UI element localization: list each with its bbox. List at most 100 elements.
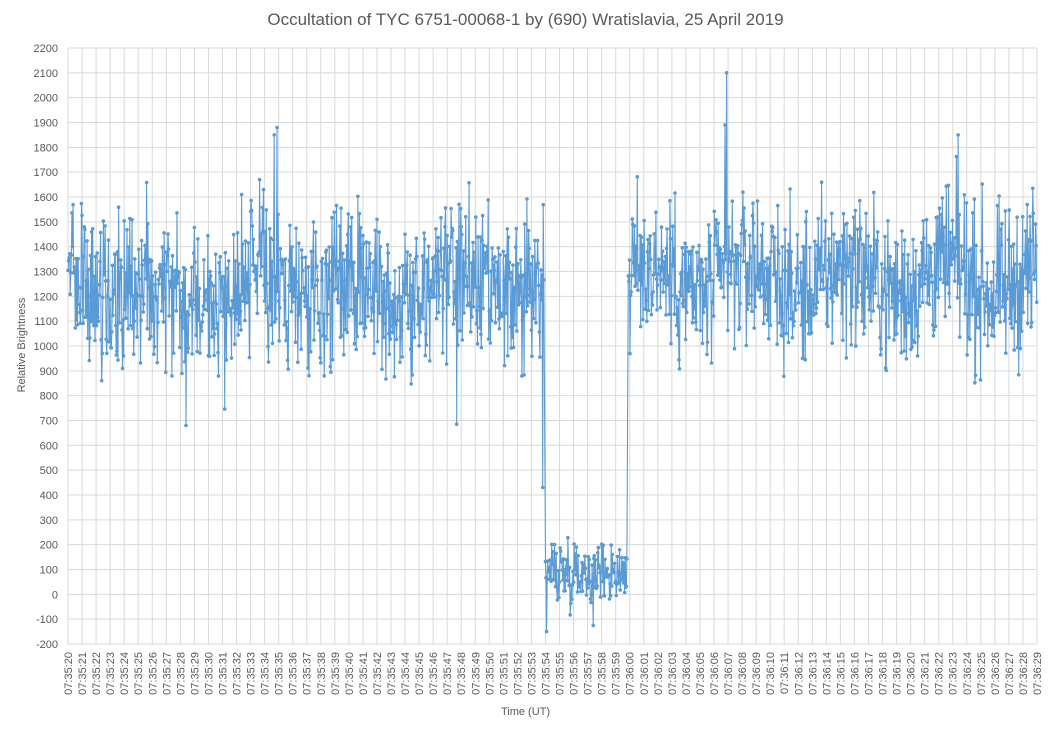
data-point xyxy=(439,268,444,273)
data-point xyxy=(783,268,788,273)
data-point xyxy=(365,292,370,297)
data-point xyxy=(886,278,891,282)
data-point xyxy=(646,308,651,313)
data-point xyxy=(681,304,686,309)
data-point xyxy=(918,304,922,308)
data-point xyxy=(838,239,842,244)
data-point xyxy=(183,360,187,364)
data-point xyxy=(288,289,293,293)
data-point xyxy=(668,198,672,203)
data-point xyxy=(551,550,555,554)
data-point xyxy=(773,235,777,240)
data-point xyxy=(842,282,846,286)
data-point xyxy=(667,312,672,317)
data-point xyxy=(829,296,833,300)
data-point xyxy=(983,292,988,296)
data-point xyxy=(776,203,780,208)
data-point xyxy=(990,292,995,296)
data-point xyxy=(335,297,340,302)
data-point xyxy=(605,566,610,571)
data-point xyxy=(775,342,779,347)
data-point xyxy=(463,215,468,219)
data-point xyxy=(896,313,900,318)
data-point xyxy=(711,278,715,283)
data-point xyxy=(669,341,673,346)
data-point xyxy=(970,211,975,215)
data-point xyxy=(163,370,168,375)
data-point xyxy=(809,330,814,335)
data-point xyxy=(435,248,440,253)
data-point xyxy=(751,201,755,205)
data-point xyxy=(937,206,942,210)
data-point xyxy=(547,566,551,570)
data-point xyxy=(169,285,173,289)
data-point xyxy=(697,243,701,248)
data-point xyxy=(322,334,327,339)
data-point xyxy=(792,289,797,293)
data-point xyxy=(1027,290,1031,294)
data-point xyxy=(1013,319,1018,324)
data-point xyxy=(609,543,613,547)
data-point xyxy=(159,266,163,271)
data-point xyxy=(595,584,599,588)
data-point xyxy=(252,269,256,274)
y-tick-label: 800 xyxy=(40,391,58,403)
data-point xyxy=(408,347,413,352)
data-point xyxy=(757,266,761,271)
data-point xyxy=(139,318,143,323)
data-point xyxy=(700,260,704,265)
data-point xyxy=(627,279,631,284)
data-point xyxy=(531,316,536,321)
data-point xyxy=(199,329,204,333)
data-point xyxy=(541,202,545,207)
data-point xyxy=(919,284,923,288)
data-point xyxy=(1008,282,1013,287)
data-point xyxy=(542,278,546,282)
data-point xyxy=(152,344,157,349)
data-point xyxy=(588,579,592,584)
data-point xyxy=(690,321,695,325)
data-point xyxy=(479,332,483,337)
data-point xyxy=(950,218,955,223)
data-point xyxy=(879,262,884,266)
data-point xyxy=(133,306,138,311)
data-point xyxy=(184,423,188,428)
data-point xyxy=(965,353,969,357)
data-point xyxy=(80,213,84,218)
data-point xyxy=(697,283,702,288)
data-point xyxy=(982,332,987,337)
data-point xyxy=(593,558,598,562)
data-point xyxy=(158,274,163,279)
data-point xyxy=(645,250,650,254)
data-point xyxy=(626,274,631,278)
data-point xyxy=(429,278,433,283)
data-point xyxy=(635,175,640,179)
data-point xyxy=(909,284,914,288)
data-point xyxy=(905,311,909,316)
data-point xyxy=(815,300,820,305)
data-point xyxy=(403,281,408,286)
data-point xyxy=(405,250,410,254)
data-point xyxy=(298,291,303,296)
data-point xyxy=(693,320,698,325)
data-point xyxy=(178,288,183,293)
data-point xyxy=(508,276,512,281)
data-point xyxy=(586,554,590,559)
data-point xyxy=(312,309,317,313)
y-tick-label: 600 xyxy=(40,440,58,452)
data-point xyxy=(805,283,809,287)
data-point xyxy=(483,261,487,265)
data-point xyxy=(247,355,252,360)
data-point xyxy=(826,258,831,262)
data-point xyxy=(348,264,352,268)
data-point xyxy=(910,338,915,343)
data-point xyxy=(351,311,356,316)
data-point xyxy=(980,182,984,186)
data-point xyxy=(607,597,612,601)
x-tick-label: 07:35:41 xyxy=(358,652,370,695)
data-point xyxy=(571,580,576,584)
data-point xyxy=(727,259,732,264)
data-point xyxy=(999,243,1004,247)
data-point xyxy=(778,294,783,298)
data-point xyxy=(929,250,933,255)
